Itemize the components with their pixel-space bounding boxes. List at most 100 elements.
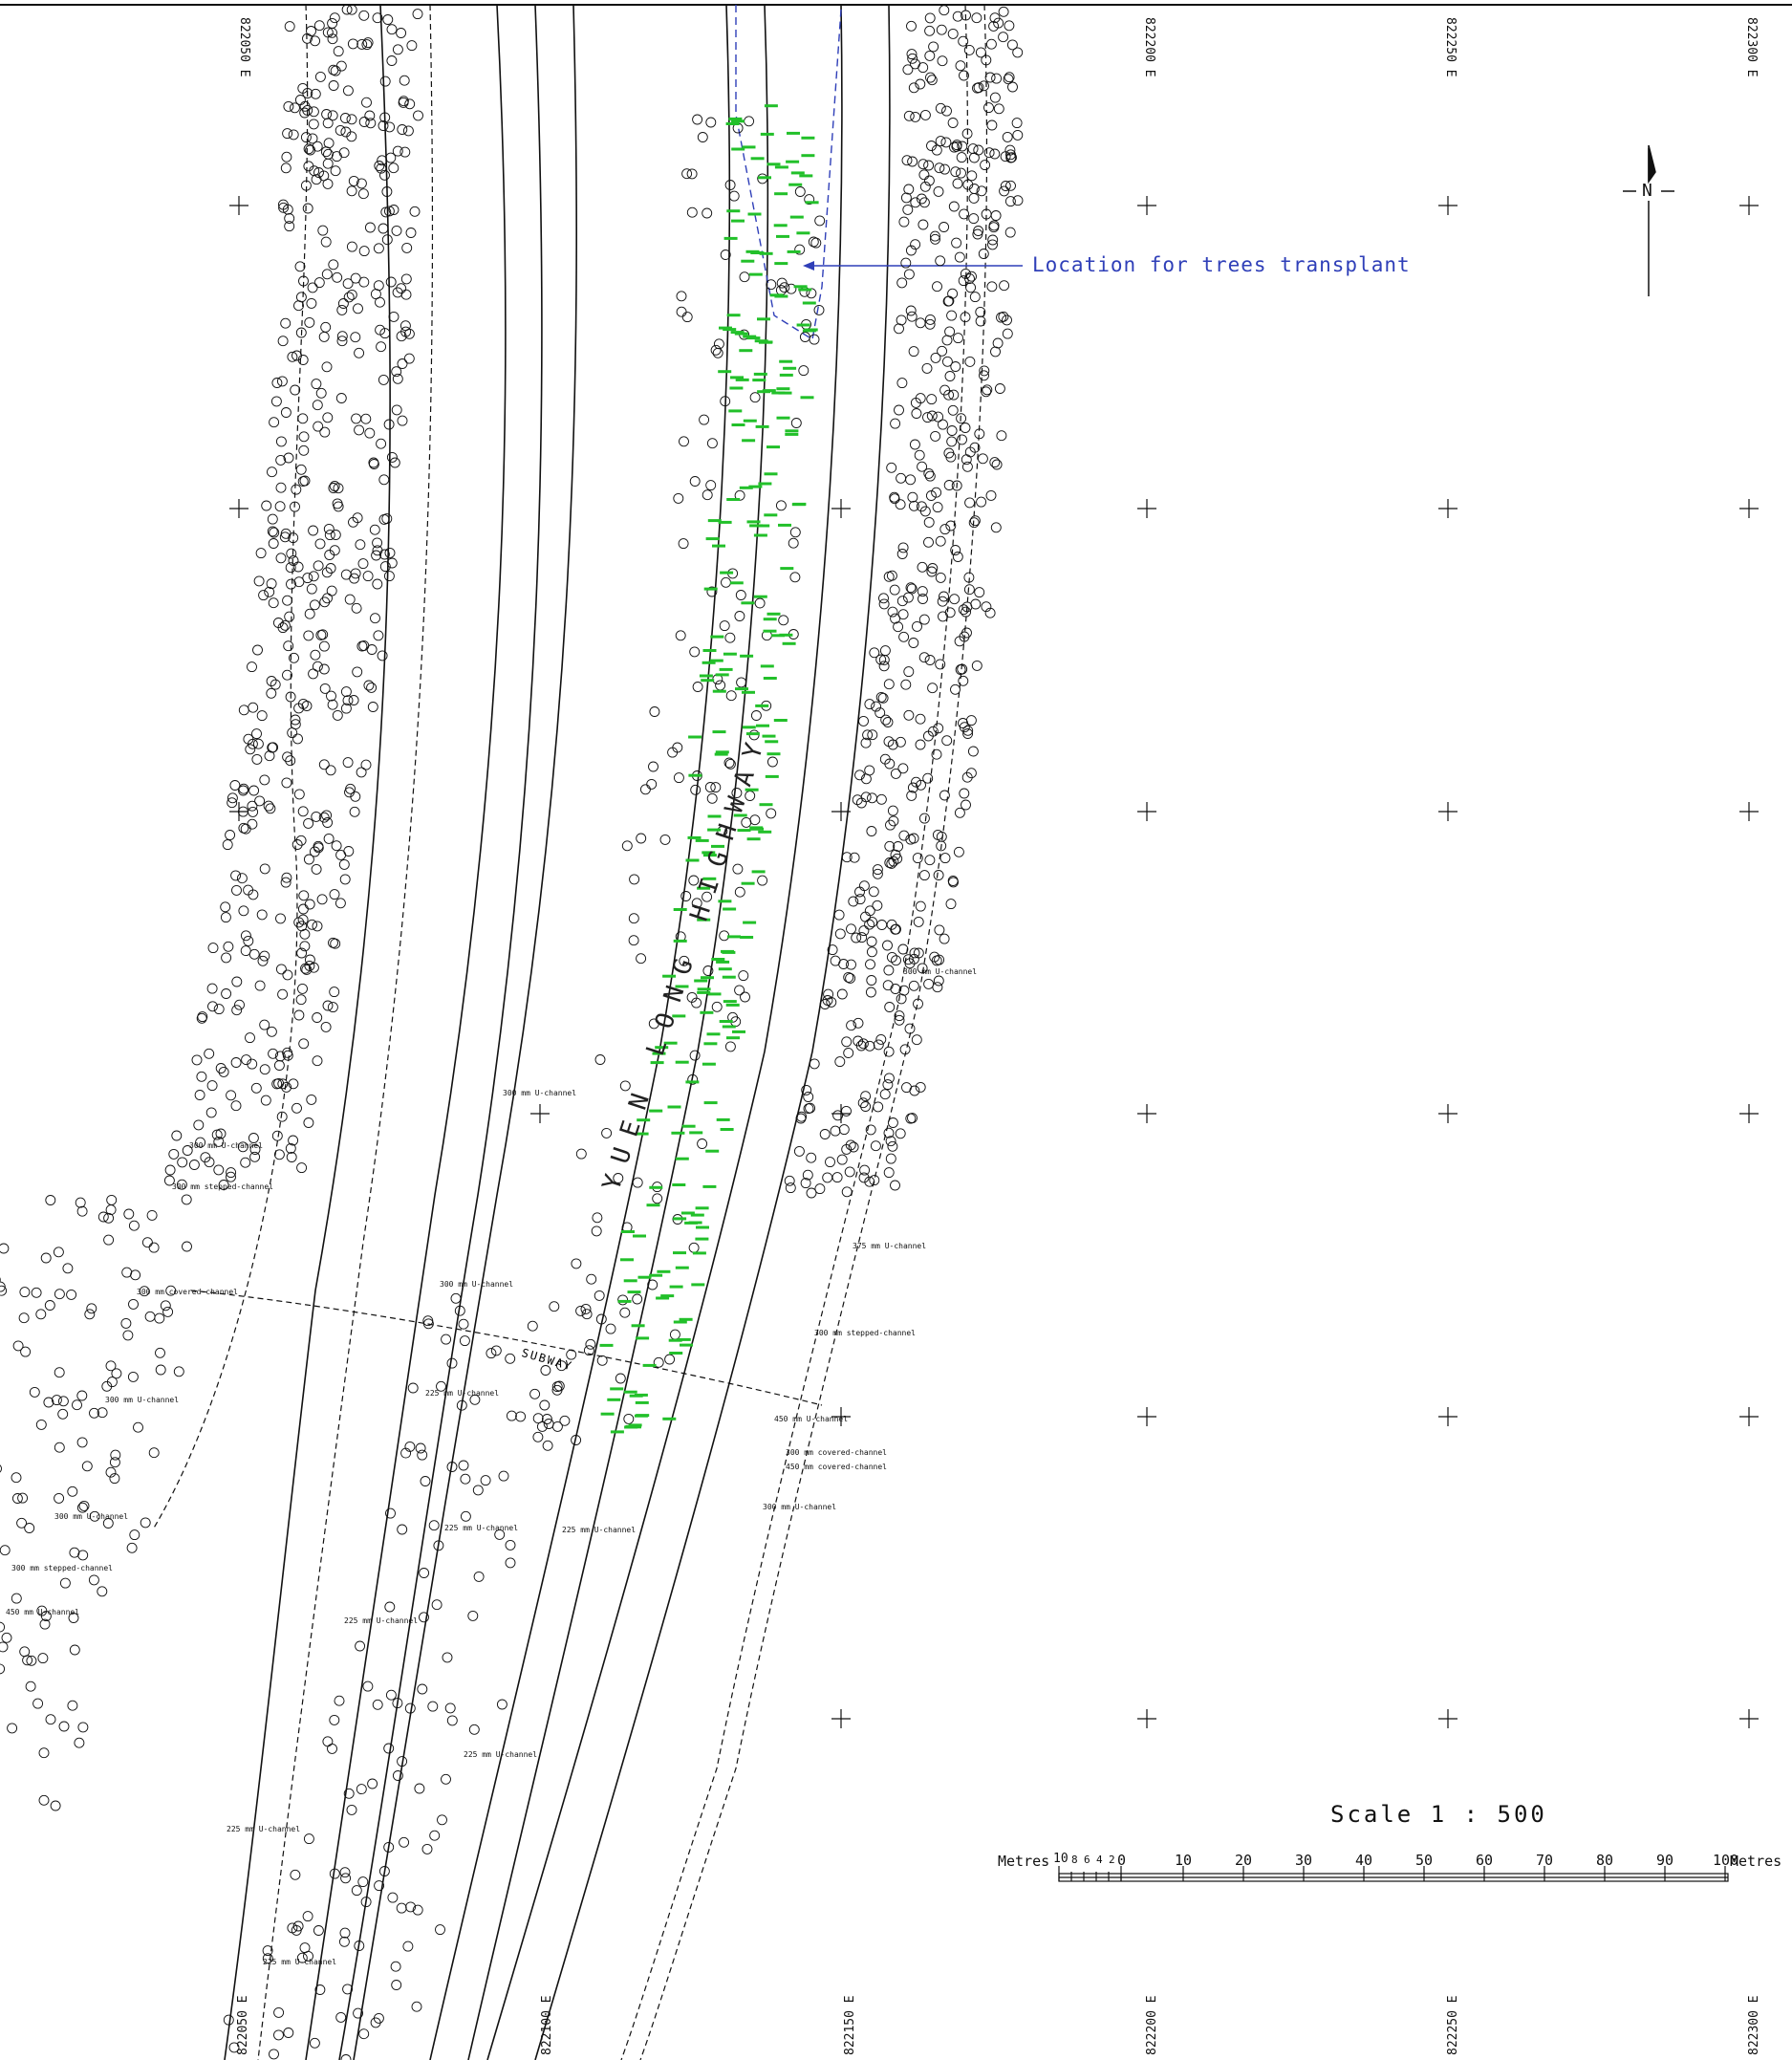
tree-id-mark [695, 1206, 709, 1210]
tree-symbol [333, 483, 344, 494]
tree-symbol [321, 810, 333, 821]
tree-symbol [724, 758, 736, 770]
tree-symbol [710, 782, 722, 793]
tree-symbol [313, 421, 324, 432]
tree-symbol [952, 11, 963, 22]
tree-symbol [858, 925, 870, 937]
tree-symbol [969, 442, 981, 453]
tree-symbol [318, 759, 330, 770]
tree-symbol [967, 746, 979, 757]
tree-symbol [168, 1148, 180, 1160]
tree-symbol [902, 64, 914, 76]
channel-label: 225 mm U-channel [425, 1389, 500, 1398]
tree-symbol [338, 858, 350, 870]
tree-symbol [784, 1175, 795, 1186]
tree-symbol [918, 594, 928, 604]
tree-symbol [887, 1117, 898, 1128]
tree-symbol [731, 788, 743, 798]
tree-symbol [965, 715, 977, 726]
tree-symbol [937, 55, 948, 67]
tree-symbol [313, 1925, 324, 1936]
tree-symbol [293, 1009, 305, 1021]
tree-id-mark [735, 687, 748, 691]
tree-symbol [288, 129, 299, 141]
tree-id-mark [751, 870, 766, 874]
tree-symbol [338, 1936, 350, 1947]
tree-symbol [311, 174, 322, 185]
tree-symbol [860, 773, 872, 785]
tree-symbol [541, 1414, 552, 1424]
tree-symbol [766, 279, 777, 291]
tree-symbol [918, 813, 930, 824]
tree-symbol [869, 1175, 880, 1186]
tree-symbol [105, 1204, 117, 1216]
tree-symbol [275, 553, 287, 564]
tree-symbol [909, 1085, 920, 1096]
tree-id-mark [702, 1184, 717, 1188]
tree-id-mark [750, 157, 765, 161]
tree-symbol [240, 930, 251, 942]
tree-symbol [0, 1663, 6, 1675]
tree-id-mark [649, 1273, 663, 1277]
tree-symbol [886, 570, 897, 581]
tree-id-mark [726, 209, 741, 213]
tree-symbol [351, 602, 362, 614]
tree-symbol [290, 1869, 301, 1880]
tree-symbol [266, 578, 277, 590]
tree-id-mark [746, 520, 761, 524]
tree-symbol [312, 400, 323, 411]
tree-symbol [238, 905, 249, 917]
tree-symbol [990, 522, 1002, 533]
tree-id-mark [726, 498, 741, 501]
tree-symbol [250, 1082, 262, 1094]
tree-symbol [873, 1101, 884, 1113]
tree-symbol [1002, 314, 1012, 326]
tree-symbol [304, 316, 315, 328]
tree-symbol [327, 699, 338, 710]
tree-symbol [381, 234, 393, 246]
tree-symbol [0, 1641, 9, 1653]
tree-symbol [922, 412, 933, 423]
tree-symbol [106, 1194, 118, 1205]
tree-symbol [848, 896, 859, 907]
tree-symbol [173, 1366, 184, 1377]
tree-symbol [888, 856, 899, 867]
tree-symbol [843, 1048, 854, 1058]
tree-symbol [405, 1901, 417, 1913]
tree-symbol [342, 1984, 354, 1995]
tree-symbol [286, 1152, 297, 1162]
tree-id-mark [766, 612, 781, 616]
tree-id-mark [621, 1230, 635, 1233]
tree-symbol [318, 663, 330, 675]
tree-symbol [953, 333, 963, 344]
tree-symbol [248, 1133, 259, 1143]
tree-symbol [405, 228, 417, 238]
tree-symbol [983, 147, 995, 159]
tree-symbol [22, 1655, 33, 1666]
tree-symbol [639, 784, 651, 795]
tree-symbol [342, 85, 354, 97]
tree-symbol [329, 1868, 340, 1879]
tree-id-mark [695, 1237, 709, 1241]
tree-symbol [841, 1143, 853, 1155]
tree-id-mark [705, 1149, 720, 1153]
tree-symbol [974, 587, 985, 598]
tree-symbol [343, 1788, 355, 1799]
tree-symbol [322, 1736, 334, 1747]
tree-symbol [234, 999, 245, 1010]
tree-symbol [376, 341, 387, 353]
tree-symbol [277, 336, 289, 347]
tree-symbol [931, 748, 942, 760]
grid-coord-top-1: 822050 E [237, 17, 251, 77]
tree-symbol [917, 963, 928, 974]
tree-symbol [978, 249, 989, 259]
tree-symbol [933, 185, 944, 197]
tree-id-mark [712, 689, 726, 693]
tree-id-mark [701, 679, 715, 683]
tree-symbol [898, 631, 910, 642]
tree-id-mark [742, 439, 756, 443]
tree-symbol [894, 1014, 905, 1026]
tree-id-mark [752, 379, 766, 382]
tree-id-mark [689, 1131, 703, 1135]
tree-symbol [949, 594, 961, 605]
